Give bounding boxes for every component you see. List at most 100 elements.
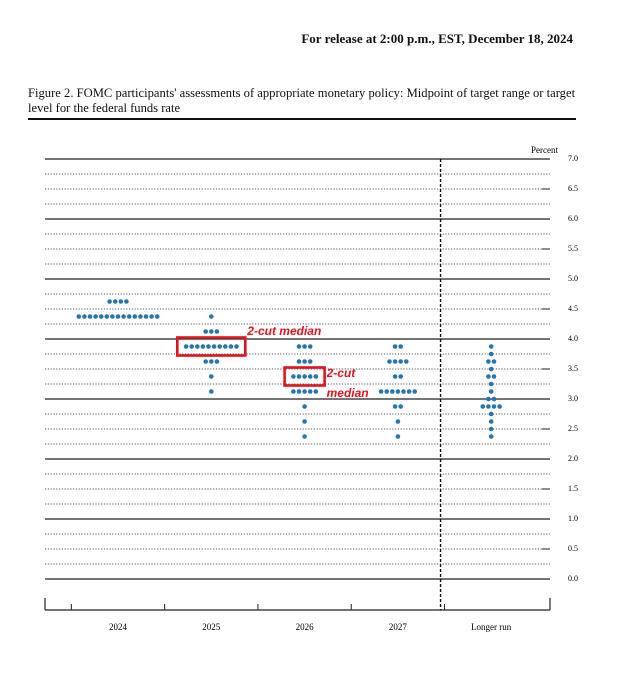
dot xyxy=(234,344,239,349)
dot xyxy=(488,389,494,394)
y-tick-label: 2.5 xyxy=(568,424,578,433)
dot xyxy=(488,411,494,417)
dot xyxy=(395,434,401,439)
annotation-holder: 2-cut median xyxy=(326,365,369,400)
dot xyxy=(491,359,497,364)
dot xyxy=(302,404,307,409)
dot xyxy=(110,314,115,319)
y-tick-label: 6.5 xyxy=(568,184,578,193)
dot xyxy=(488,351,494,357)
dot xyxy=(228,344,234,349)
annotation-box xyxy=(176,336,247,357)
dot xyxy=(223,344,228,349)
dot xyxy=(307,374,313,379)
dot xyxy=(189,344,194,349)
y-tick-label: 3.0 xyxy=(568,394,578,403)
dot xyxy=(486,404,491,409)
dot xyxy=(82,314,87,319)
dot xyxy=(124,299,129,304)
dot xyxy=(118,299,124,304)
dot xyxy=(183,344,189,349)
dot xyxy=(392,344,398,349)
dot xyxy=(291,374,296,379)
x-tick-label: 2027 xyxy=(389,622,408,632)
dot xyxy=(390,389,395,394)
dot xyxy=(195,344,200,349)
dot xyxy=(149,314,154,319)
dot xyxy=(93,314,98,319)
annotation-text: 2-cut median xyxy=(247,323,322,338)
dot xyxy=(491,396,497,402)
y-tick-label: 0.0 xyxy=(568,574,578,583)
y-tick-label: 6.0 xyxy=(568,214,578,223)
dot xyxy=(154,314,160,319)
dot xyxy=(398,374,404,379)
dot xyxy=(206,344,211,349)
dot xyxy=(488,426,494,432)
dot xyxy=(203,329,208,334)
dot xyxy=(488,419,494,424)
dot xyxy=(302,434,307,439)
dot xyxy=(395,389,401,394)
x-tick-label: Longer run xyxy=(471,622,512,632)
y-tick-label: 1.5 xyxy=(568,484,578,493)
dot xyxy=(491,374,497,379)
dot xyxy=(398,404,404,409)
annotation-holder: 2-cut median xyxy=(247,323,322,338)
dot xyxy=(313,374,319,379)
figure-caption: Figure 2. FOMC participants' assessments… xyxy=(28,86,576,115)
dot xyxy=(497,404,502,409)
y-tick-label: 5.5 xyxy=(568,244,578,253)
dot xyxy=(313,389,319,394)
dot xyxy=(398,359,404,364)
dot xyxy=(203,359,208,364)
dot xyxy=(291,389,296,394)
dot xyxy=(138,314,143,319)
dot xyxy=(488,366,494,372)
dot xyxy=(401,389,406,394)
caption-rule xyxy=(28,118,576,120)
dot xyxy=(480,404,486,409)
y-axis-label: Percent xyxy=(531,145,558,155)
dot xyxy=(143,314,149,319)
dot xyxy=(98,314,104,319)
dot xyxy=(296,359,302,364)
dot xyxy=(209,314,214,319)
x-tick-label: 2026 xyxy=(296,622,315,632)
dot xyxy=(488,434,494,439)
dot xyxy=(87,314,93,319)
y-tick-label: 4.0 xyxy=(568,334,578,343)
dot xyxy=(392,404,398,409)
y-tick-label: 1.0 xyxy=(568,514,578,523)
dot xyxy=(217,344,222,349)
dot xyxy=(307,389,313,394)
y-tick-label: 5.0 xyxy=(568,274,578,283)
dot xyxy=(121,314,126,319)
dot xyxy=(107,299,112,304)
dot xyxy=(296,374,302,379)
dot xyxy=(395,419,401,424)
dot xyxy=(209,329,214,334)
dot xyxy=(412,389,418,394)
dot xyxy=(214,359,220,364)
y-tick-label: 2.0 xyxy=(568,454,578,463)
dot xyxy=(488,381,494,387)
x-tick-label: 2025 xyxy=(202,622,221,632)
dot xyxy=(302,374,307,379)
dot xyxy=(112,299,118,304)
dot xyxy=(132,314,138,319)
dot xyxy=(307,344,313,349)
dot xyxy=(486,396,491,402)
dot xyxy=(486,374,491,379)
dot xyxy=(214,329,220,334)
dot xyxy=(302,359,307,364)
y-tick-label: 3.5 xyxy=(568,364,578,373)
dot xyxy=(392,374,398,379)
dot xyxy=(398,344,404,349)
dot xyxy=(302,389,307,394)
dot xyxy=(209,359,214,364)
annotation-text: 2-cut median xyxy=(326,365,369,400)
dot xyxy=(486,359,491,364)
dot xyxy=(307,359,313,364)
